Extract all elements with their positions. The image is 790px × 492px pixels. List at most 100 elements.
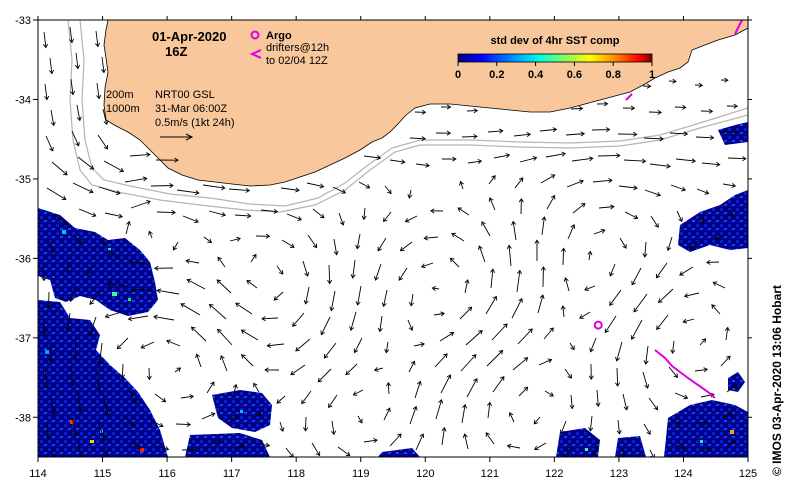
current-arrow — [462, 433, 469, 450]
current-arrow — [246, 280, 258, 289]
current-arrow — [617, 131, 638, 137]
current-arrow — [643, 423, 651, 436]
x-tick-label: 120 — [416, 468, 434, 480]
x-axis: 114 115 116 117 118 119 120 121 122 123 124 125 — [29, 16, 757, 480]
current-arrow — [513, 132, 532, 138]
current-arrow — [65, 260, 71, 274]
current-arrow — [102, 394, 111, 418]
current-arrow — [514, 177, 524, 189]
current-arrow — [420, 262, 434, 269]
current-arrow — [281, 239, 295, 248]
depth-contours — [67, 20, 748, 213]
current-arrow — [295, 338, 311, 352]
current-arrow — [592, 177, 613, 183]
current-arrow — [185, 258, 200, 264]
current-arrow — [240, 329, 259, 341]
current-arrow — [486, 349, 504, 367]
current-arrow — [409, 293, 415, 307]
current-arrow — [490, 268, 496, 289]
current-arrow — [307, 234, 318, 249]
current-arrow — [140, 341, 155, 349]
current-arrow — [358, 181, 371, 189]
current-arrow — [439, 331, 455, 342]
current-arrow — [431, 285, 440, 291]
current-arrow — [186, 278, 206, 290]
current-arrow — [618, 185, 638, 191]
current-arrow — [559, 420, 567, 435]
current-arrow — [149, 419, 164, 428]
current-arrow — [70, 78, 76, 96]
colorbar-tick-label: 0.2 — [489, 69, 504, 81]
x-tick-label: 125 — [739, 468, 757, 480]
current-arrow — [487, 401, 493, 419]
current-arrow — [506, 443, 521, 449]
colorbar-tick-label: 1 — [649, 69, 655, 81]
current-arrow — [415, 162, 430, 168]
current-arrow — [714, 235, 725, 241]
current-arrow — [407, 319, 414, 331]
current-arrow — [116, 337, 129, 350]
current-arrow — [676, 210, 683, 223]
current-arrow — [441, 156, 457, 162]
current-arrow — [465, 329, 483, 346]
current-arrow — [441, 426, 447, 446]
current-arrow — [312, 208, 325, 219]
current-arrow — [45, 421, 51, 440]
current-arrow — [41, 317, 47, 336]
current-arrow — [643, 345, 649, 365]
current-arrow — [409, 136, 427, 142]
current-arrow — [435, 398, 444, 420]
current-arrow — [481, 221, 491, 237]
drifter-legend-line1: drifters@12h — [266, 42, 329, 54]
current-arrow — [303, 416, 309, 432]
current-arrow — [565, 131, 586, 137]
current-arrow — [440, 104, 452, 110]
current-arrow — [203, 236, 213, 243]
current-arrow — [679, 266, 694, 276]
current-arrow — [123, 415, 135, 427]
current-arrow — [276, 265, 284, 275]
current-arrow — [98, 186, 121, 196]
current-arrow — [414, 380, 422, 399]
current-arrow — [726, 384, 739, 393]
current-arrow — [279, 421, 285, 432]
current-arrow — [669, 131, 689, 137]
current-arrow — [155, 157, 179, 163]
current-arrow — [537, 294, 545, 314]
current-arrow — [643, 136, 664, 142]
current-arrow — [682, 318, 695, 324]
current-arrow — [624, 211, 639, 220]
current-arrow — [229, 236, 241, 242]
current-arrow — [595, 389, 601, 408]
current-arrow — [104, 311, 123, 319]
current-arrow — [584, 285, 596, 292]
current-arrow — [589, 337, 597, 353]
current-arrow — [728, 209, 734, 218]
current-arrow — [383, 211, 392, 223]
plot-frame — [37, 19, 749, 458]
current-arrow — [546, 194, 556, 210]
argo-legend-icon — [250, 30, 260, 40]
current-arrow — [642, 371, 650, 389]
current-arrow — [234, 213, 252, 219]
current-arrow — [389, 159, 406, 165]
x-tick-label: 117 — [223, 468, 241, 480]
current-arrow — [459, 306, 473, 320]
current-arrow — [301, 390, 312, 405]
current-arrow — [128, 389, 137, 404]
current-arrow — [533, 416, 541, 425]
current-arrow — [253, 411, 262, 419]
y-tick-label: -37 — [15, 333, 31, 345]
current-arrow — [464, 279, 470, 294]
current-arrow — [273, 291, 284, 301]
current-arrow — [727, 439, 737, 445]
current-arrow — [648, 109, 663, 115]
current-arrow — [119, 363, 125, 379]
current-arrow — [543, 327, 554, 340]
current-arrow — [86, 264, 96, 275]
current-arrow — [72, 182, 94, 194]
current-arrow — [261, 316, 279, 322]
current-arrow — [329, 290, 336, 312]
current-arrow — [266, 342, 285, 348]
current-arrow — [361, 207, 367, 221]
